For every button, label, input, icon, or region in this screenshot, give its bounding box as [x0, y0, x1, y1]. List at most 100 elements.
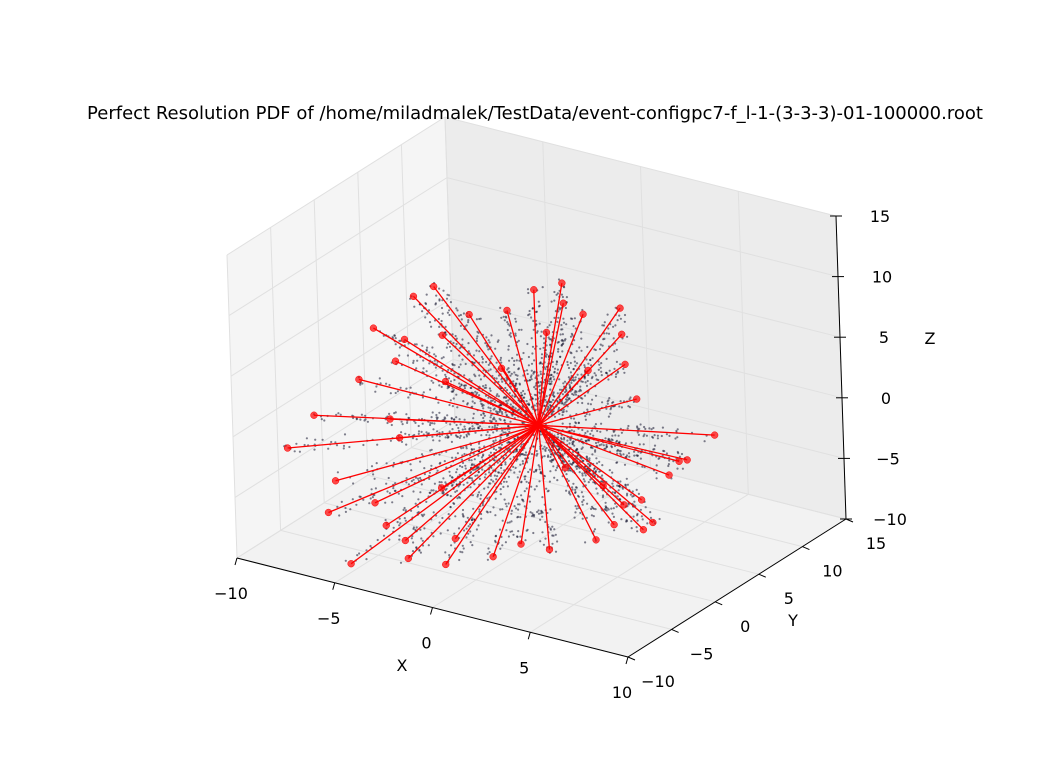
pdf-point — [455, 489, 459, 492]
pdf-point — [574, 422, 578, 425]
pdf-point — [365, 558, 368, 561]
pdf-point — [566, 439, 569, 442]
track-line — [404, 424, 539, 542]
pdf-point — [423, 527, 426, 530]
pdf-point — [528, 500, 532, 503]
track-endpoint — [391, 357, 400, 365]
pdf-point — [495, 448, 498, 452]
pdf-point — [564, 391, 567, 394]
pdf-point — [601, 401, 604, 404]
pdf-point — [422, 359, 425, 362]
pdf-point — [680, 452, 684, 456]
pdf-point — [465, 445, 468, 448]
pdf-point — [432, 381, 435, 384]
pdf-point — [469, 541, 472, 544]
pdf-point — [420, 513, 423, 516]
pdf-point — [655, 464, 658, 467]
pdf-point — [625, 454, 629, 457]
pdf-point — [482, 407, 485, 410]
pdf-point — [638, 427, 641, 430]
pdf-point — [579, 385, 582, 388]
pdf-point — [569, 462, 572, 465]
pdf-point — [477, 471, 480, 474]
pdf-point — [574, 327, 577, 330]
pdf-point — [433, 482, 436, 485]
pdf-point — [584, 418, 588, 421]
pdf-point — [587, 373, 590, 377]
pdf-point — [549, 404, 552, 407]
pdf-point — [502, 315, 505, 318]
pdf-point — [399, 561, 403, 564]
pdf-point — [392, 487, 395, 490]
y-axis-line — [627, 518, 847, 658]
pdf-point — [608, 469, 611, 472]
pdf-point — [394, 343, 397, 346]
pdf-point — [644, 427, 647, 430]
pdf-point — [488, 434, 491, 437]
pdf-point — [468, 433, 471, 436]
pdf-point — [519, 463, 522, 466]
pdf-point — [592, 408, 596, 411]
pdf-point — [492, 447, 495, 450]
pdf-point — [604, 508, 607, 511]
pdf-point — [600, 443, 603, 446]
pdf-point — [457, 426, 460, 430]
track-line — [350, 424, 539, 565]
pdf-point — [636, 454, 639, 457]
z-tick-label: −10 — [873, 510, 907, 529]
track-line — [538, 424, 566, 469]
pdf-point — [472, 417, 475, 420]
pdf-point — [453, 372, 456, 375]
pdf-point — [547, 454, 550, 457]
pdf-point — [430, 464, 433, 467]
pdf-point — [556, 540, 559, 543]
pdf-point — [523, 478, 527, 481]
pdf-point — [531, 307, 534, 310]
pdf-point — [413, 343, 416, 346]
pdf-point — [370, 488, 373, 491]
pdf-point — [449, 399, 452, 402]
pdf-point — [360, 413, 363, 416]
pdf-point — [472, 507, 475, 510]
pdf-point — [573, 516, 576, 519]
pdf-point — [393, 334, 396, 337]
z-gridline — [230, 237, 841, 377]
pdf-point — [598, 348, 602, 351]
pdf-point — [559, 355, 562, 358]
pdf-point — [432, 511, 435, 514]
pdf-point — [507, 371, 510, 374]
pdf-point — [614, 324, 617, 327]
pdf-point — [556, 320, 559, 323]
pdf-point — [615, 440, 618, 443]
pdf-point — [574, 393, 578, 396]
pdf-point — [556, 368, 560, 371]
pdf-point — [394, 337, 397, 340]
pdf-point — [579, 396, 583, 399]
pdf-point — [518, 503, 521, 506]
pdf-point — [554, 550, 558, 553]
pdf-point — [583, 480, 586, 483]
pdf-point — [519, 410, 522, 413]
pdf-point — [507, 367, 510, 370]
pdf-point — [437, 317, 440, 321]
pdf-point — [428, 491, 431, 494]
pdf-point — [490, 414, 493, 417]
pdf-point — [514, 334, 517, 337]
pdf-point — [362, 498, 365, 501]
pdf-point — [501, 412, 504, 415]
pdf-point — [574, 488, 577, 491]
pdf-point — [553, 476, 556, 479]
pdf-point — [494, 347, 497, 350]
track-endpoint — [665, 471, 673, 479]
pdf-point — [398, 346, 401, 349]
pdf-point — [656, 437, 660, 440]
pdf-point — [489, 368, 492, 371]
pdf-point — [450, 433, 453, 436]
pdf-point — [393, 412, 396, 415]
pdf-point — [608, 369, 611, 372]
pdf-point — [507, 399, 510, 402]
pdf-point — [545, 355, 548, 358]
pdf-point — [526, 528, 529, 531]
pdf-point — [637, 492, 641, 495]
